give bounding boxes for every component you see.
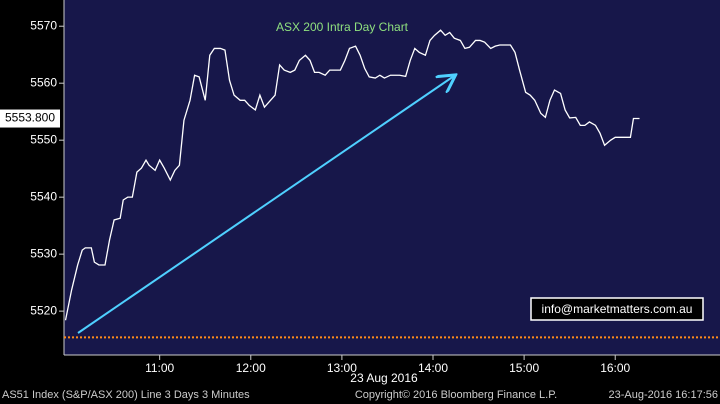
annotation-box [530, 297, 704, 321]
x-tick-label: 14:00 [418, 361, 448, 375]
y-tick-label: 5520 [30, 303, 57, 317]
chart-title: ASX 200 Intra Day Chart [276, 20, 409, 34]
x-tick-label: 13:00 [327, 361, 357, 375]
y-tick-label: 5550 [30, 132, 57, 146]
plot-area [64, 0, 720, 355]
y-tick-label: 5530 [30, 246, 57, 260]
y-tick-label: 5560 [30, 75, 57, 89]
last-price-box [0, 109, 60, 128]
footer-left: AS51 Index (S&P/ASX 200) Line 3 Days 3 M… [2, 389, 250, 401]
last-price-label: 5553.800 [5, 111, 55, 125]
footer-right: 23-Aug-2016 16:17:56 [609, 389, 718, 401]
y-tick-label: 5570 [30, 18, 57, 32]
price-line [64, 29, 640, 321]
y-tick-label: 5540 [30, 189, 57, 203]
trend-arrow [77, 76, 454, 334]
x-axis-label: 23 Aug 2016 [350, 371, 418, 385]
x-tick-label: 15:00 [509, 361, 539, 375]
x-tick-label: 16:00 [600, 361, 630, 375]
footer-center: Copyright© 2016 Bloomberg Finance L.P. [355, 389, 557, 401]
x-tick-label: 11:00 [145, 361, 174, 375]
x-tick-label: 12:00 [236, 361, 266, 375]
annotation: info@marketmatters.com.au [542, 302, 693, 316]
